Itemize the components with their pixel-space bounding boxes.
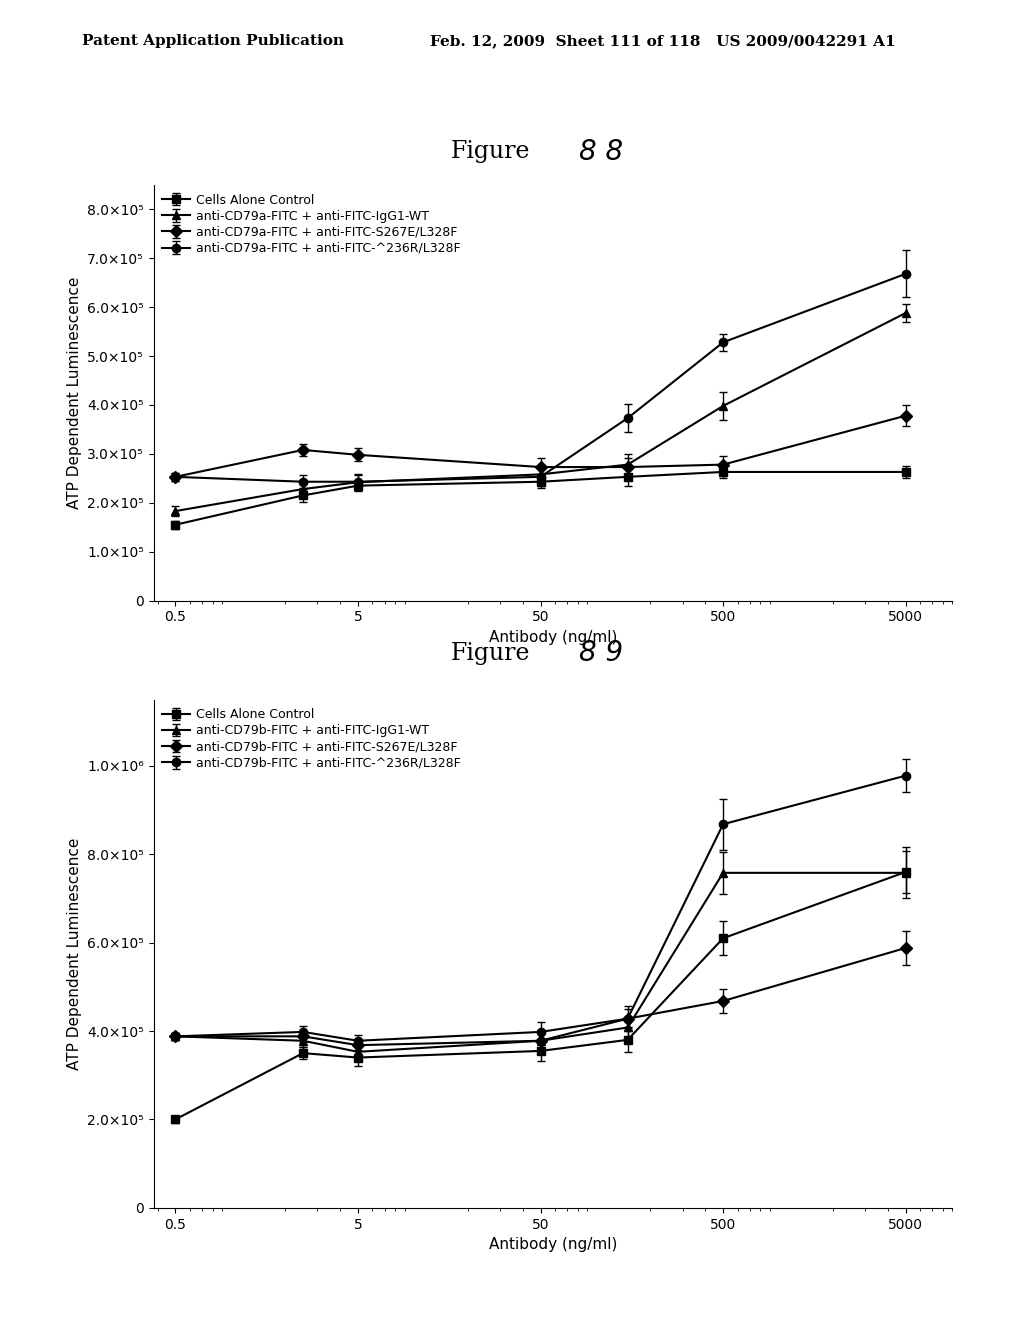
Text: Patent Application Publication: Patent Application Publication [82, 34, 344, 49]
Text: 8 8: 8 8 [579, 137, 623, 166]
Y-axis label: ATP Dependent Luminescence: ATP Dependent Luminescence [67, 837, 82, 1071]
Text: 8 9: 8 9 [579, 639, 623, 668]
Legend: Cells Alone Control, anti-CD79a-FITC + anti-FITC-IgG1-WT, anti-CD79a-FITC + anti: Cells Alone Control, anti-CD79a-FITC + a… [160, 191, 463, 257]
Text: Figure: Figure [451, 642, 530, 665]
Text: Feb. 12, 2009  Sheet 111 of 118   US 2009/0042291 A1: Feb. 12, 2009 Sheet 111 of 118 US 2009/0… [430, 34, 896, 49]
X-axis label: Antibody (ng/ml): Antibody (ng/ml) [488, 630, 617, 645]
Text: Figure: Figure [451, 140, 530, 164]
X-axis label: Antibody (ng/ml): Antibody (ng/ml) [488, 1237, 617, 1253]
Y-axis label: ATP Dependent Luminescence: ATP Dependent Luminescence [67, 276, 82, 510]
Legend: Cells Alone Control, anti-CD79b-FITC + anti-FITC-IgG1-WT, anti-CD79b-FITC + anti: Cells Alone Control, anti-CD79b-FITC + a… [160, 706, 463, 772]
